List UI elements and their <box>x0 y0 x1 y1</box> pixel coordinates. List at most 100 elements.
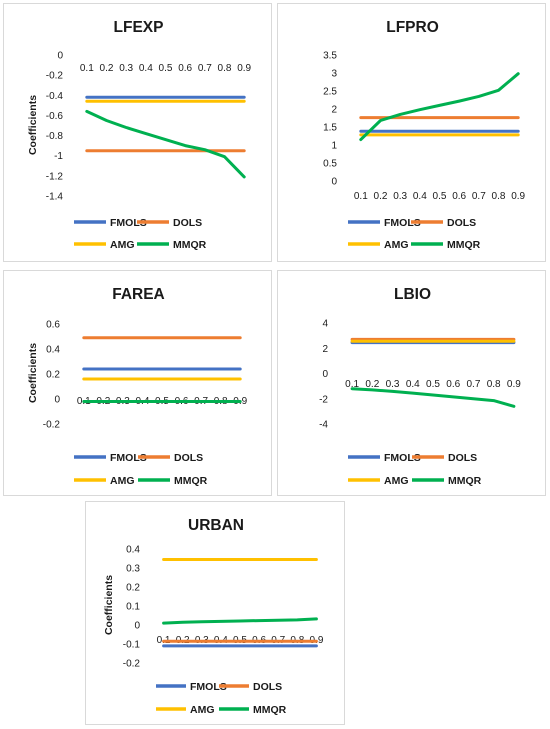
y-tick-label: 0 <box>331 177 337 188</box>
x-tick-label: 0.3 <box>386 379 400 390</box>
x-tick-label: 0.4 <box>413 191 427 202</box>
y-tick-label: 0.5 <box>323 159 337 170</box>
y-tick-label: 0.6 <box>46 320 60 331</box>
x-tick-label: 0.6 <box>452 191 466 202</box>
chart-panel-urban: URBAN Coefficients 0.4 0.3 0.2 0.1 0 -0.1 -0.2 0.… <box>85 501 345 725</box>
y-tick-label: 0.4 <box>46 345 60 356</box>
y-tick-label: -1.4 <box>46 192 64 203</box>
x-tick-label: 0.9 <box>237 63 251 74</box>
x-tick-label: 0.8 <box>492 191 506 202</box>
legend-label-dols: DOLS <box>447 217 476 229</box>
legend-label-dols: DOLS <box>174 452 203 464</box>
y-tick-label: -2 <box>319 394 328 405</box>
y-tick-label: 0 <box>134 621 140 632</box>
chart-title: FAREA <box>112 286 165 303</box>
y-tick-label: 3.5 <box>323 51 337 62</box>
chart-panel-lbio: LBIO 4 2 0 -2 -4 0.1 0.2 0.3 0.4 0.5 0.6 0.7 0.8 0.9 FM… <box>277 270 546 496</box>
y-tick-label: -4 <box>319 420 328 431</box>
y-tick-label: 0.1 <box>126 602 140 613</box>
y-tick-label: -1.2 <box>46 171 64 182</box>
y-tick-label: 1.5 <box>323 123 337 134</box>
chart-title: LFPRO <box>386 19 439 36</box>
x-tick-label: 0.8 <box>487 379 501 390</box>
x-tick-label: 0.3 <box>393 191 407 202</box>
chart-svg-lfexp: LFEXP Coefficients 0 -0.2 -0.4 -0.6 -0.8 -1 -1.2… <box>27 19 252 251</box>
chart-title: LBIO <box>394 286 431 303</box>
x-tick-label: 0.3 <box>119 63 133 74</box>
x-tick-label: 0.4 <box>406 379 420 390</box>
chart-panel-lfexp: LFEXP Coefficients 0 -0.2 -0.4 -0.6 -0.8 -1 -1.2… <box>3 3 272 262</box>
x-tick-label: 0.9 <box>507 379 521 390</box>
y-tick-label: 0 <box>322 369 328 380</box>
legend-label-mmqr: MMQR <box>448 475 482 487</box>
y-tick-label: -0.8 <box>46 131 64 142</box>
y-tick-label: -0.6 <box>46 111 64 122</box>
x-tick-label: 0.6 <box>446 379 460 390</box>
x-tick-label: 0.1 <box>354 191 368 202</box>
legend-label-amg: AMG <box>110 475 135 487</box>
y-tick-label: -0.1 <box>123 640 141 651</box>
y-tick-label: -0.2 <box>123 659 141 670</box>
x-tick-label: 0.1 <box>80 63 94 74</box>
chart-panel-farea: FAREA Coefficients 0.6 0.4 0.2 0 -0.2 0.1 0.2 0.3… <box>3 270 272 496</box>
chart-title: LFEXP <box>114 19 164 36</box>
legend-label-dols: DOLS <box>253 681 282 693</box>
legend-label-fmols: FMOLS <box>384 217 421 229</box>
legend-label-mmqr: MMQR <box>253 704 287 716</box>
x-tick-label: 0.2 <box>374 191 388 202</box>
chart-title: URBAN <box>188 517 244 534</box>
x-tick-label: 0.5 <box>426 379 440 390</box>
y-tick-label: -1 <box>54 151 63 162</box>
x-tick-label: 0.7 <box>472 191 486 202</box>
x-tick-label: 0.7 <box>466 379 480 390</box>
x-tick-label: 0.2 <box>100 63 114 74</box>
legend-label-fmols: FMOLS <box>384 452 421 464</box>
y-tick-label: 1 <box>331 141 337 152</box>
legend-label-fmols: FMOLS <box>110 217 147 229</box>
chart-svg-lfpro: LFPRO 0 0.5 1 1.5 2 2.5 3 3.5 0.1 0.2 0.3 0.4 0.5 0.6 0… <box>323 19 525 251</box>
chart-panel-lfpro: LFPRO 0 0.5 1 1.5 2 2.5 3 3.5 0.1 0.2 0.3 0.4 0.5 0.6 0… <box>277 3 546 262</box>
x-tick-label: 0.9 <box>511 191 525 202</box>
legend-label-dols: DOLS <box>173 217 202 229</box>
y-tick-label: 3 <box>331 69 337 80</box>
y-axis-label: Coefficients <box>27 343 39 403</box>
y-tick-label: 0.2 <box>46 370 60 381</box>
legend-label-dols: DOLS <box>448 452 477 464</box>
y-tick-label: -0.2 <box>46 71 64 82</box>
y-tick-label: 0 <box>57 51 63 62</box>
y-tick-label: 0.3 <box>126 564 140 575</box>
x-tick-label: 0.8 <box>218 63 232 74</box>
y-axis-label: Coefficients <box>27 95 39 155</box>
legend-label-amg: AMG <box>110 239 135 251</box>
legend-label-mmqr: MMQR <box>447 239 481 251</box>
x-tick-label: 0.5 <box>433 191 447 202</box>
y-tick-label: 2 <box>322 344 328 355</box>
y-tick-label: 0.4 <box>126 545 140 556</box>
series-line-mmqr <box>350 387 516 408</box>
y-tick-label: -0.4 <box>46 91 64 102</box>
x-tick-label: 0.1 <box>345 379 359 390</box>
y-tick-label: -0.2 <box>43 420 61 431</box>
legend-label-amg: AMG <box>384 239 409 251</box>
legend-label-amg: AMG <box>384 475 409 487</box>
x-tick-label: 0.5 <box>159 63 173 74</box>
y-tick-label: 0 <box>54 395 60 406</box>
chart-svg-lbio: LBIO 4 2 0 -2 -4 0.1 0.2 0.3 0.4 0.5 0.6 0.7 0.8 0.9 FM… <box>319 286 521 487</box>
legend-label-mmqr: MMQR <box>173 239 207 251</box>
legend-label-amg: AMG <box>190 704 215 716</box>
legend-label-mmqr: MMQR <box>174 475 208 487</box>
y-tick-label: 0.2 <box>126 583 140 594</box>
legend-label-fmols: FMOLS <box>110 452 147 464</box>
y-tick-label: 4 <box>322 319 328 330</box>
x-tick-label: 0.7 <box>198 63 212 74</box>
y-tick-label: 2.5 <box>323 87 337 98</box>
y-axis-label: Coefficients <box>103 575 115 635</box>
x-tick-label: 0.4 <box>139 63 153 74</box>
chart-svg-urban: URBANCoefficients0.40.30.20.10-0.1-0.20.… <box>103 517 324 716</box>
y-tick-label: 2 <box>331 105 337 116</box>
legend-label-fmols: FMOLS <box>190 681 227 693</box>
series-line-mmqr <box>359 72 520 142</box>
x-tick-label: 0.6 <box>178 63 192 74</box>
series-line-mmqr <box>162 617 318 625</box>
